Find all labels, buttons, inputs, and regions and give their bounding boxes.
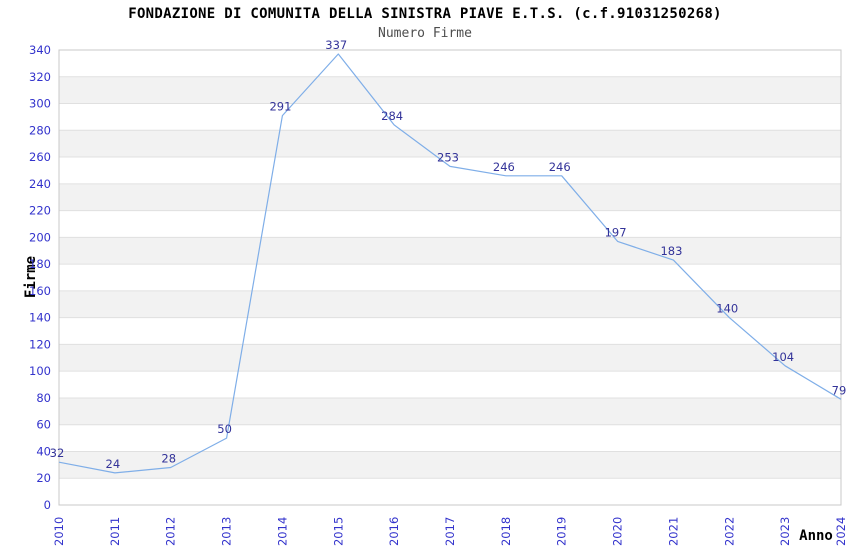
y-tick-label: 340 xyxy=(29,43,51,57)
x-tick-label: 2021 xyxy=(666,517,680,546)
x-tick-label: 2023 xyxy=(778,517,792,546)
y-tick-label: 80 xyxy=(36,391,51,405)
x-tick-label: 2019 xyxy=(555,517,569,546)
y-tick-label: 320 xyxy=(29,70,51,84)
y-tick-label: 20 xyxy=(36,471,51,485)
x-tick-label: 2010 xyxy=(52,517,66,546)
plot-band xyxy=(59,183,841,211)
data-point-label: 24 xyxy=(106,457,121,471)
y-tick-label: 160 xyxy=(29,284,51,298)
data-line xyxy=(58,53,842,474)
data-point-label: 79 xyxy=(832,383,847,397)
x-tick-label: 2017 xyxy=(443,517,457,546)
x-tick-label: 2018 xyxy=(499,517,513,546)
data-point-label: 197 xyxy=(605,225,627,239)
plot-band xyxy=(59,130,841,158)
x-tick-label: 2016 xyxy=(387,517,401,546)
x-tick-label: 2013 xyxy=(220,517,234,546)
plot-band xyxy=(59,290,841,318)
y-tick-label: 260 xyxy=(29,150,51,164)
data-point-label: 140 xyxy=(716,302,738,316)
y-tick-label: 40 xyxy=(36,444,51,458)
data-point-label: 246 xyxy=(493,160,515,174)
x-tick-label: 2012 xyxy=(164,517,178,546)
x-axis-label: Anno xyxy=(799,528,833,544)
y-tick-label: 180 xyxy=(29,257,51,271)
data-point-label: 253 xyxy=(437,150,459,164)
chart-subtitle: Numero Firme xyxy=(378,26,472,41)
data-point-label: 337 xyxy=(325,38,347,52)
data-point-label: 246 xyxy=(549,160,571,174)
y-tick-label: 60 xyxy=(36,418,51,432)
data-point-label: 284 xyxy=(381,109,403,123)
y-tick-label: 140 xyxy=(29,311,51,325)
x-tick-label: 2014 xyxy=(275,517,289,546)
data-point-label: 50 xyxy=(217,422,232,436)
data-point-label: 291 xyxy=(269,100,291,114)
plot-band xyxy=(59,76,841,104)
plot-band xyxy=(59,397,841,425)
x-tick-label: 2020 xyxy=(611,517,625,546)
x-tick-label: 2024 xyxy=(834,517,848,546)
y-tick-label: 280 xyxy=(29,123,51,137)
data-point-label: 28 xyxy=(161,452,176,466)
data-point-label: 183 xyxy=(660,244,682,258)
data-point-label: 32 xyxy=(50,446,65,460)
plot-band xyxy=(59,451,841,479)
data-point-label: 104 xyxy=(772,350,794,364)
y-tick-label: 120 xyxy=(29,337,51,351)
plot-band xyxy=(59,237,841,265)
plot-band xyxy=(59,344,841,372)
plot-border xyxy=(58,49,842,506)
y-tick-label: 0 xyxy=(44,498,51,512)
x-tick-label: 2022 xyxy=(722,517,736,546)
x-tick-label: 2011 xyxy=(108,517,122,546)
y-tick-label: 100 xyxy=(29,364,51,378)
x-tick-label: 2015 xyxy=(331,517,345,546)
y-tick-label: 220 xyxy=(29,204,51,218)
y-tick-label: 240 xyxy=(29,177,51,191)
chart-title: FONDAZIONE DI COMUNITA DELLA SINISTRA PI… xyxy=(128,6,722,22)
y-tick-label: 200 xyxy=(29,230,51,244)
y-tick-label: 300 xyxy=(29,97,51,111)
